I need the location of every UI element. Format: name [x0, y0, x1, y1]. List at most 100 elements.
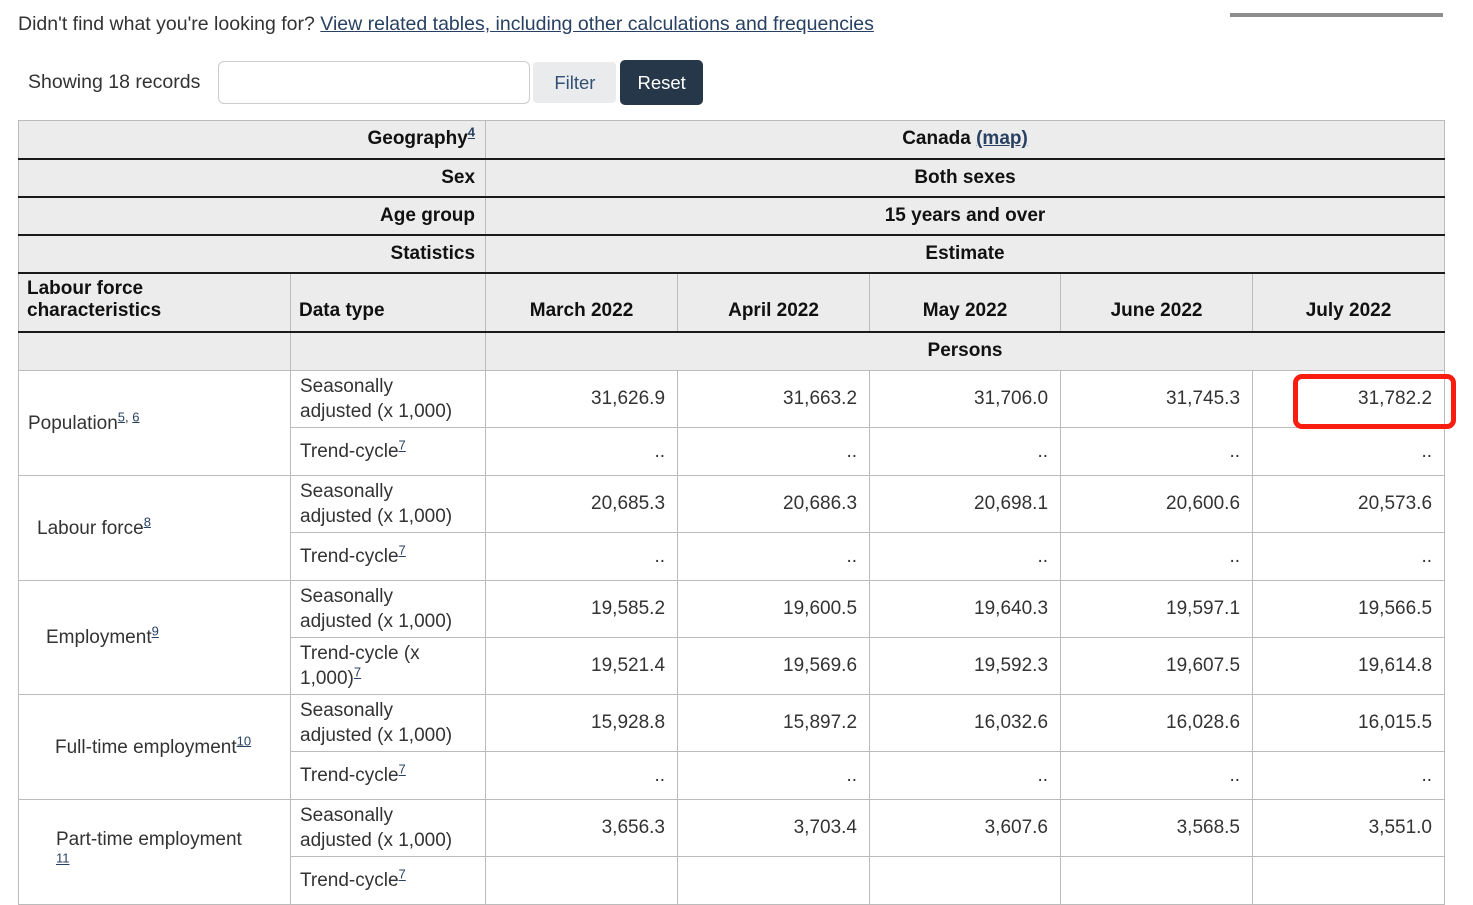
footnote-superscript: 7 — [354, 665, 361, 680]
column-header: Labour force characteristics — [18, 272, 291, 333]
data-type-cell: Seasonally adjusted (x 1,000) — [289, 694, 487, 752]
labour-force-data-table: Geography4 Canada (map) Sex Both sexes Age g… — [17, 120, 1457, 905]
context-row: Sex Both sexes — [17, 158, 1446, 198]
value-cell: 15,897.2 — [677, 694, 871, 752]
unit-label: Persons — [485, 331, 1446, 371]
footnote-superscript: 9 — [152, 624, 159, 639]
row-label-cell: Population5, 6 — [18, 370, 291, 476]
value-cell: .. — [485, 427, 679, 476]
data-type-cell: Trend-cycle7 — [289, 751, 487, 800]
unit-row: Persons — [18, 331, 1446, 371]
value-cell: 15,928.8 — [485, 694, 679, 752]
value-cell: 19,600.5 — [677, 580, 871, 638]
value-cell: 20,686.3 — [677, 475, 871, 533]
footnote-link[interactable]: 4 — [467, 124, 476, 140]
column-header: July 2022 — [1252, 272, 1446, 333]
value-cell: 19,597.1 — [1060, 580, 1254, 638]
context-row: Geography4 Canada (map) — [17, 120, 1446, 160]
column-header-row: Labour force characteristics Data type Mar… — [18, 272, 1446, 333]
filter-button[interactable]: Filter — [533, 62, 617, 103]
value-cell: 31,626.9 — [485, 370, 679, 428]
value-cell: 19,592.3 — [869, 637, 1062, 695]
value-cell — [485, 856, 679, 905]
related-tables-line: Didn't find what you're looking for? Vie… — [18, 13, 1473, 36]
table-row: Population5, 6 Seasonally adjusted (x 1,0… — [18, 370, 1457, 476]
value-cell — [1060, 856, 1254, 905]
footnote-link[interactable]: 10 — [236, 733, 252, 749]
map-link[interactable]: (map) — [976, 128, 1028, 150]
value-cell: 20,698.1 — [869, 475, 1062, 533]
value-cell — [1252, 856, 1446, 905]
context-label: Age group — [17, 196, 487, 236]
footnote-link[interactable]: 8 — [143, 514, 151, 530]
value-cell — [677, 856, 871, 905]
value-cell: 19,569.6 — [677, 637, 871, 695]
value-cell: 16,015.5 — [1252, 694, 1446, 752]
value-cell: 19,566.5 — [1252, 580, 1446, 638]
value-cell: 20,573.6 — [1252, 475, 1446, 533]
context-label: Statistics — [17, 234, 487, 274]
record-count-text: Showing 18 records — [28, 71, 201, 93]
footnote-superscript: 8 — [144, 514, 151, 529]
value-cell: 31,706.0 — [869, 370, 1062, 428]
table-row: Trend-cycle7.......... — [19, 532, 1446, 581]
table-row: Employment9 Seasonally adjusted (x 1,000)… — [18, 580, 1446, 695]
value-cell: .. — [677, 751, 871, 800]
footnote-link[interactable]: 7 — [398, 866, 406, 882]
data-type-cell: Trend-cycle7 — [289, 532, 487, 581]
reset-button[interactable]: Reset — [620, 60, 703, 105]
value-cell: .. — [677, 427, 871, 476]
row-label-cell: Full-time employment10 — [18, 694, 291, 800]
context-value: Both sexes — [485, 158, 1446, 198]
footnote-superscript: 7 — [399, 543, 406, 558]
filter-input[interactable] — [218, 61, 531, 104]
value-cell: .. — [869, 427, 1062, 476]
footnote-link[interactable]: 6 — [132, 409, 140, 425]
value-cell: 19,640.3 — [869, 580, 1062, 638]
footnote-superscript: 7 — [399, 867, 406, 882]
footnote-link[interactable]: 7 — [398, 542, 406, 558]
footnote-link[interactable]: 7 — [353, 664, 362, 680]
table-row: Trend-cycle7.......... — [19, 427, 1446, 476]
footnote-superscript: 5, 6 — [117, 409, 140, 425]
not-found-text: Didn't find what you're looking for? — [18, 13, 315, 35]
unit-empty-cell — [18, 331, 291, 371]
footnote-link[interactable]: 5 — [117, 409, 126, 425]
data-type-cell: Trend-cycle (x 1,000)7 — [289, 637, 487, 695]
value-cell: 19,607.5 — [1060, 637, 1254, 695]
data-type-cell: Seasonally adjusted (x 1,000) — [289, 475, 487, 533]
value-cell: 19,521.4 — [485, 637, 679, 695]
value-cell: .. — [1060, 751, 1254, 800]
table-row: Full-time employment10 Seasonally adjuste… — [18, 694, 1446, 800]
footnote-superscript: 11 — [56, 851, 70, 866]
row-label-cell: Labour force8 — [18, 475, 291, 581]
context-label: Sex — [17, 158, 487, 198]
value-cell: .. — [869, 532, 1062, 581]
context-row: Age group 15 years and over — [17, 196, 1446, 236]
data-type-cell: Trend-cycle7 — [289, 427, 487, 476]
related-tables-link[interactable]: View related tables, including other cal… — [320, 13, 874, 35]
context-value: Canada (map) — [485, 120, 1446, 160]
value-cell — [869, 856, 1062, 905]
value-cell: .. — [1060, 532, 1254, 581]
value-cell: 31,663.2 — [677, 370, 871, 428]
table-row: Trend-cycle7.......... — [19, 751, 1446, 800]
table-toolbar: Showing 18 records Filter Reset — [28, 60, 1473, 105]
value-cell: .. — [677, 532, 871, 581]
value-cell: .. — [485, 751, 679, 800]
value-cell: .. — [869, 751, 1062, 800]
value-cell: .. — [1252, 751, 1446, 800]
value-cell: 3,607.6 — [869, 799, 1062, 857]
data-type-cell: Seasonally adjusted (x 1,000) — [289, 580, 487, 638]
table-row: Labour force8 Seasonally adjusted (x 1,00… — [18, 475, 1446, 581]
unit-empty-cell — [289, 331, 487, 371]
footnote-link[interactable]: 7 — [398, 761, 406, 777]
footnote-link[interactable]: 7 — [398, 437, 406, 453]
value-cell: 16,032.6 — [869, 694, 1062, 752]
value-cell: 20,600.6 — [1060, 475, 1254, 533]
context-label: Geography4 — [17, 120, 487, 160]
value-cell: 16,028.6 — [1060, 694, 1254, 752]
footnote-link[interactable]: 11 — [56, 850, 70, 866]
value-cell: 20,685.3 — [485, 475, 679, 533]
footnote-link[interactable]: 9 — [151, 623, 159, 639]
